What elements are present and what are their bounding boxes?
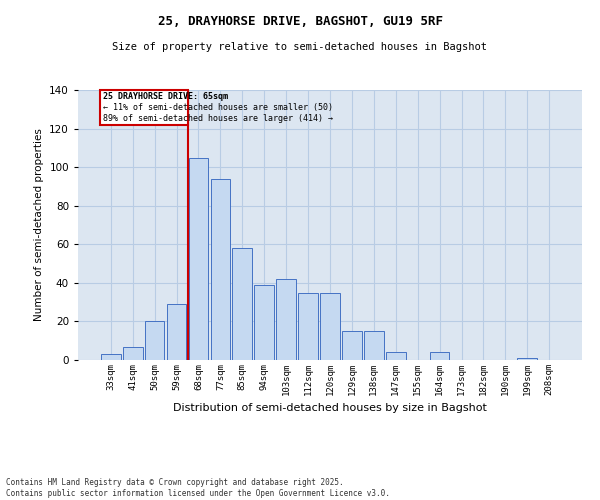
Bar <box>430 352 449 360</box>
X-axis label: Distribution of semi-detached houses by size in Bagshot: Distribution of semi-detached houses by … <box>173 404 487 413</box>
Bar <box>101 354 121 360</box>
Text: 25, DRAYHORSE DRIVE, BAGSHOT, GU19 5RF: 25, DRAYHORSE DRIVE, BAGSHOT, GU19 5RF <box>157 15 443 28</box>
Bar <box>517 358 537 360</box>
Y-axis label: Number of semi-detached properties: Number of semi-detached properties <box>34 128 44 322</box>
Text: 25 DRAYHORSE DRIVE: 65sqm: 25 DRAYHORSE DRIVE: 65sqm <box>103 92 228 102</box>
Bar <box>364 331 384 360</box>
Bar <box>188 158 208 360</box>
Text: Contains HM Land Registry data © Crown copyright and database right 2025.
Contai: Contains HM Land Registry data © Crown c… <box>6 478 390 498</box>
Bar <box>123 346 143 360</box>
Bar <box>298 292 318 360</box>
Text: Size of property relative to semi-detached houses in Bagshot: Size of property relative to semi-detach… <box>113 42 487 52</box>
Bar <box>320 292 340 360</box>
Bar <box>232 248 252 360</box>
Text: ← 11% of semi-detached houses are smaller (50): ← 11% of semi-detached houses are smalle… <box>103 103 333 112</box>
Bar <box>167 304 187 360</box>
Bar <box>211 178 230 360</box>
Bar <box>342 331 362 360</box>
Bar <box>276 279 296 360</box>
Bar <box>145 322 164 360</box>
Text: 89% of semi-detached houses are larger (414) →: 89% of semi-detached houses are larger (… <box>103 114 333 122</box>
Bar <box>386 352 406 360</box>
Bar <box>254 285 274 360</box>
Bar <box>100 90 188 124</box>
